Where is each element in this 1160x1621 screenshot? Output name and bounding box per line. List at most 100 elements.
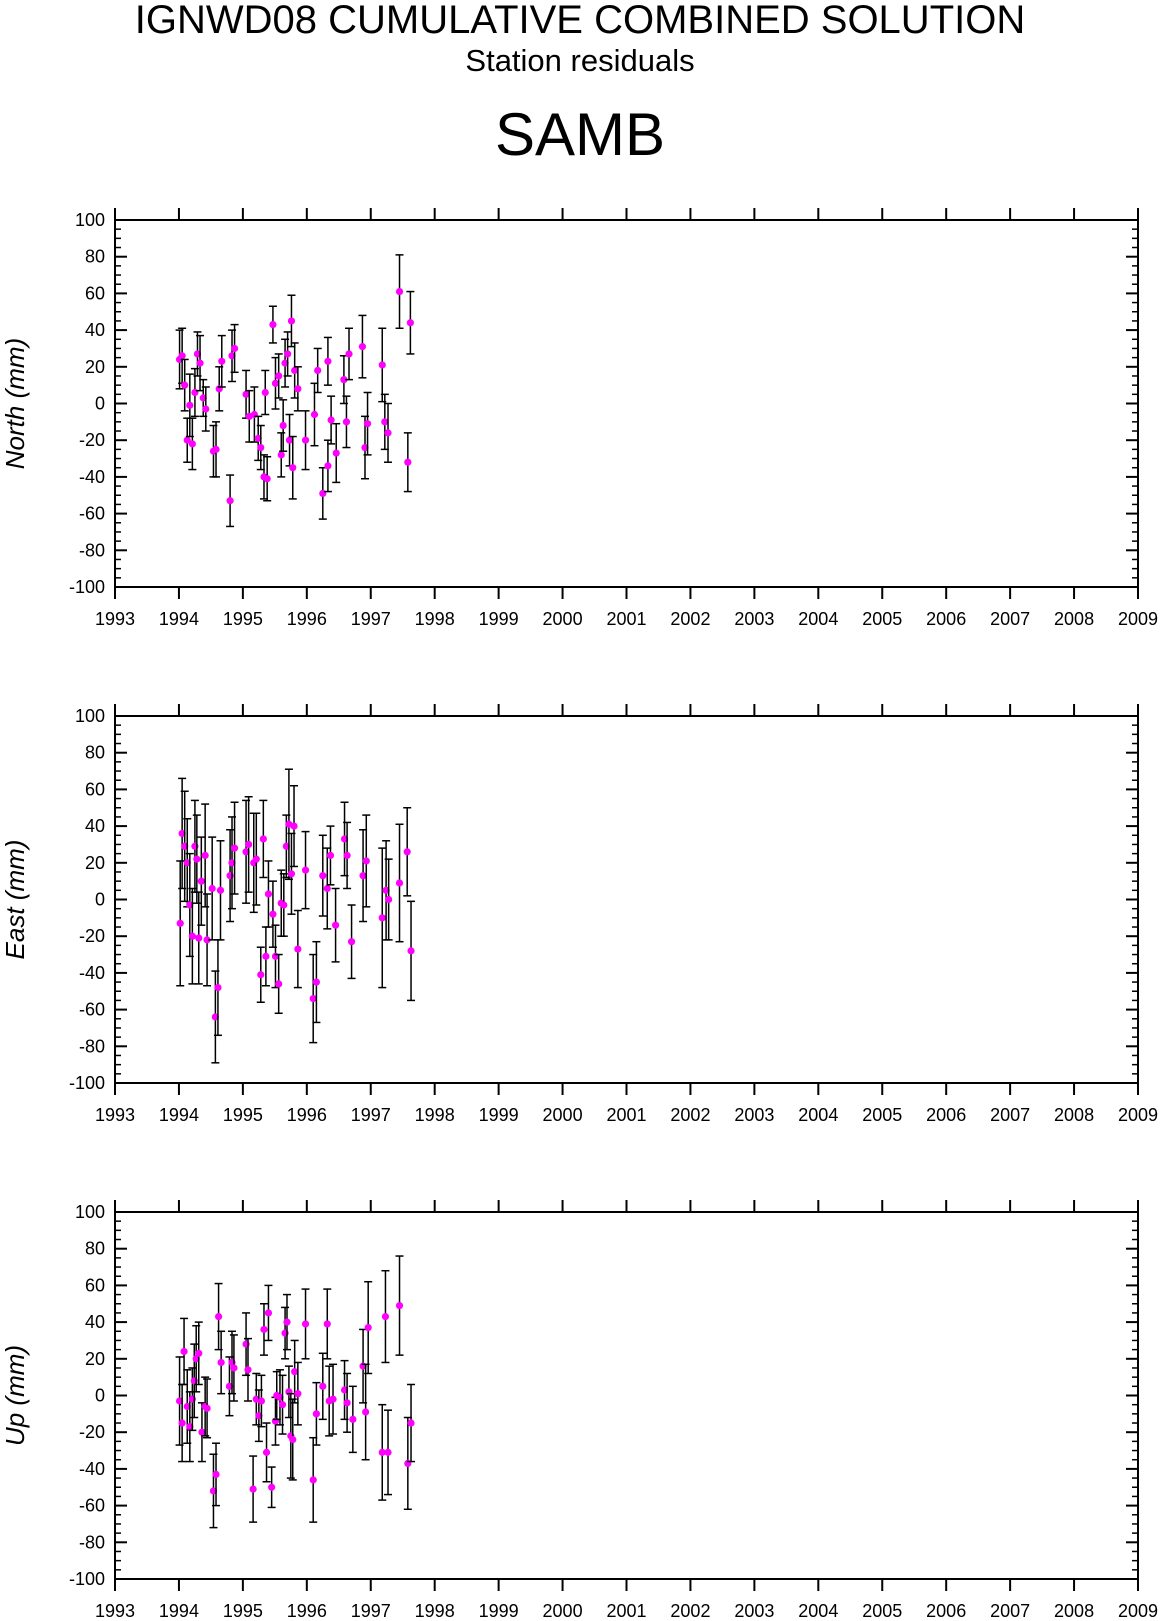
east-x-tick-label: 1998 [415,1105,455,1125]
east-data-point [214,983,222,992]
up-data-point [198,1428,206,1436]
up-data-point [364,1324,372,1332]
north-x-tick-label: 2000 [543,609,583,629]
up-y-tick-label: -80 [79,1532,105,1552]
up-data-point [268,1483,276,1491]
up-data-point [192,1355,200,1363]
east-data-point [301,866,310,874]
up-data-point [264,1309,273,1317]
north-frame [114,219,1139,588]
east-x-tick-label: 2002 [670,1105,710,1125]
up-x-tick-label: 1997 [351,1601,391,1621]
up-x-tick-label: 2005 [862,1601,902,1621]
station-name: SAMB [494,101,666,168]
up-y-tick-label: -20 [79,1422,105,1442]
up-data-point [312,1410,321,1418]
north-data-point [199,394,207,402]
east-data-point [407,947,415,955]
up-y-axis-title: Up (mm) [0,1345,30,1446]
up-data-point [407,1419,415,1427]
east-data-point [216,886,225,894]
north-data-point [291,366,299,375]
east-data-point [264,890,273,898]
north-data-point [324,357,332,365]
north-y-tick-label: 60 [85,283,105,303]
east-data-point [259,835,267,843]
east-data-point [312,978,321,986]
east-data-point [319,872,327,880]
east-y-tick-label: 60 [85,779,105,799]
up-y-tick-label: 20 [85,1349,105,1369]
north-data-point [378,361,386,369]
north-x-tick-label: 2006 [926,609,966,629]
north-x-tick-label: 2004 [798,609,838,629]
east-data-point [280,901,288,909]
east-y-tick-label: -60 [79,1000,105,1020]
up-data-point [294,1390,302,1398]
up-data-point [329,1395,337,1403]
north-data-point [218,357,226,365]
up-data-point [255,1412,263,1420]
north-y-tick-label: 0 [95,394,105,414]
up-data-point [378,1448,386,1456]
east-data-point [362,857,370,865]
north-data-point [384,429,392,437]
east-y-tick-label: 100 [75,706,105,726]
east-x-tick-label: 1996 [287,1105,327,1125]
east-data-point [403,848,411,856]
north-data-point [342,418,351,426]
up-x-tick-label: 2000 [543,1601,583,1621]
north-y-tick-label: 20 [85,357,105,377]
up-data-point [319,1382,327,1390]
up-data-point [214,1312,223,1321]
east-data-point [287,870,296,878]
north-data-point [363,420,372,428]
east-data-point [245,840,253,849]
north-y-tick-label: -80 [79,540,105,560]
chart-subtitle: Station residuals [465,43,695,78]
up-data-point [257,1397,266,1405]
north-x-tick-label: 2009 [1118,609,1158,629]
north-data-point [281,359,289,367]
north-data-point [254,434,262,442]
north-y-tick-label: 80 [85,247,105,267]
east-data-point [208,884,216,893]
up-panel: 100 80 60 40 20 0 -20 -40 -60 -80 -100 1993 1994 1995… [0,1200,1158,1621]
north-data-point [230,344,239,353]
east-y-tick-label: 40 [85,816,105,836]
up-frame [114,1211,1139,1580]
north-data-point [261,388,269,397]
north-x-tick-label: 1997 [351,609,391,629]
east-data-point [275,980,283,988]
north-x-tick-label: 1994 [159,609,199,629]
north-data-point [257,443,265,452]
north-data-point [404,458,412,466]
east-data-point [181,842,189,850]
east-x-tick-label: 2000 [543,1105,583,1125]
up-data-point [209,1487,218,1495]
east-data-point [262,952,270,960]
up-data-point [343,1399,351,1407]
east-data-point [395,879,404,887]
north-panel: 100 80 60 40 20 0 -20 -40 -60 -80 -100 1993 1994 1995… [0,208,1158,629]
up-y-tick-label: 0 [95,1386,105,1406]
east-data-point [230,844,239,852]
up-data-point [362,1408,370,1416]
north-data-point [289,464,297,472]
up-x-tick-label: 2008 [1054,1601,1094,1621]
east-data-point [282,842,290,850]
north-data-point [275,372,283,380]
up-data-point [180,1347,188,1356]
east-y-tick-label: -20 [79,926,105,946]
north-data-point [193,350,202,358]
north-data-point [285,436,294,444]
up-x-tick-label: 2007 [990,1601,1030,1621]
east-data-point [382,886,390,894]
up-y-tick-label: -60 [79,1496,105,1516]
east-x-tick-label: 2009 [1118,1105,1158,1125]
north-data-point [263,475,271,483]
chart-title: IGNWD08 CUMULATIVE COMBINED SOLUTION [134,0,1026,42]
east-data-point [195,934,203,942]
east-x-tick-label: 2004 [798,1105,838,1125]
east-x-tick-label: 1993 [95,1105,135,1125]
